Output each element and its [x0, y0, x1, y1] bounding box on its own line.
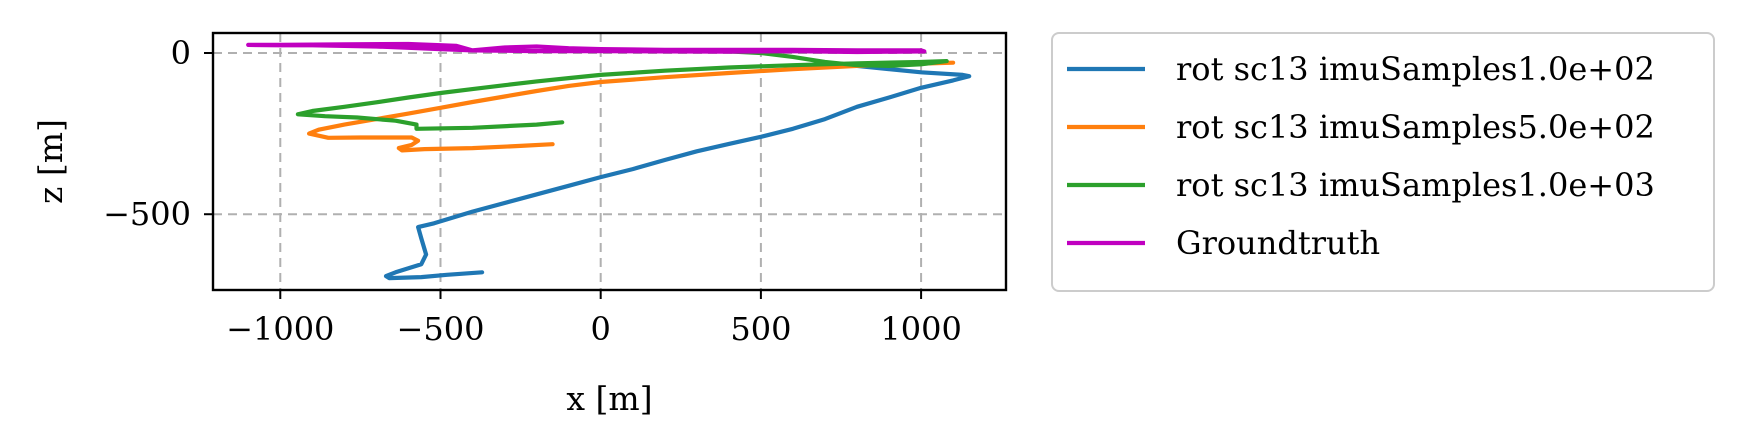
series-lines	[246, 41, 972, 281]
legend-box	[1051, 32, 1715, 292]
x-grid-lines	[279, 33, 923, 290]
x-tick-label: 500	[730, 310, 791, 348]
y-axis-ticks: 0 −500	[103, 34, 213, 233]
series-line-3	[295, 49, 949, 131]
series-line-2	[307, 60, 956, 153]
x-tick-label: 1000	[880, 310, 961, 348]
legend-entry: Groundtruth	[1176, 224, 1380, 262]
x-tick-label: 0	[591, 310, 611, 348]
legend-entry: rot sc13 imuSamples1.0e+03	[1176, 166, 1655, 204]
y-tick-label: −500	[103, 195, 191, 233]
legend-entry: rot sc13 imuSamples5.0e+02	[1176, 108, 1655, 146]
x-tick-label: −1000	[226, 310, 334, 348]
legend-entry: rot sc13 imuSamples1.0e+02	[1176, 50, 1655, 88]
y-grid-lines	[213, 51, 1006, 216]
series-line-4	[246, 41, 927, 55]
y-axis-label: z [m]	[31, 119, 70, 204]
plot-area-frame	[211, 31, 1008, 292]
series-line-1	[383, 60, 972, 281]
x-axis-ticks: −1000 −500 0 500 1000	[226, 290, 962, 348]
legend: rot sc13 imuSamples1.0e+02 rot sc13 imuSa…	[1051, 32, 1715, 292]
x-axis-label: x [m]	[566, 379, 652, 418]
y-tick-label: 0	[171, 34, 191, 72]
x-tick-label: −500	[397, 310, 485, 348]
